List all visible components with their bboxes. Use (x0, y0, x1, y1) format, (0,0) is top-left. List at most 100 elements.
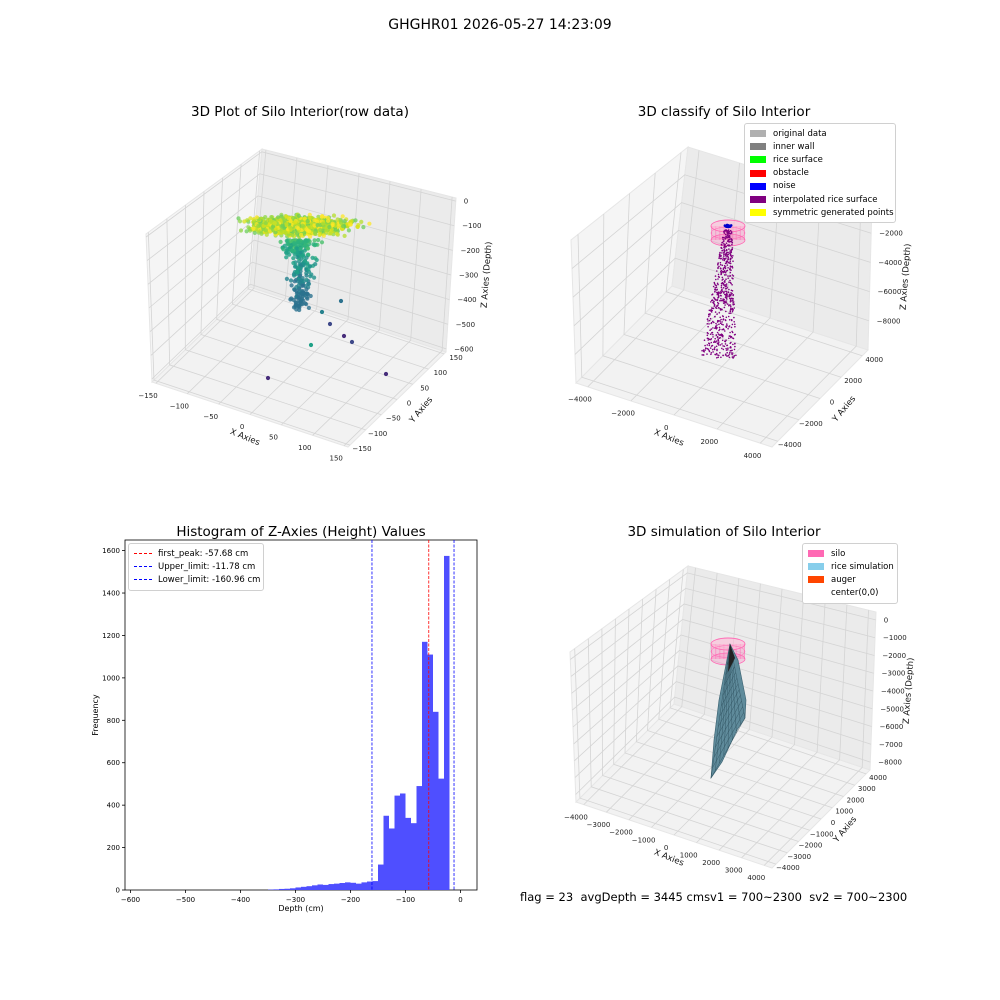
rice-surface-point (711, 348, 714, 351)
data-point (340, 214, 345, 219)
legend-label: first_peak: -57.68 cm (158, 548, 249, 559)
x-tick-label: 0 (664, 844, 668, 852)
rice-surface-point (720, 254, 722, 257)
data-point (284, 251, 289, 256)
y-tick-label: 0 (831, 819, 835, 827)
data-point (315, 222, 320, 228)
data-point (318, 227, 323, 233)
rice-surface-point (718, 354, 720, 357)
data-point (292, 241, 297, 246)
rice-surface-point (734, 342, 736, 345)
y-gridline (577, 234, 778, 442)
data-point (294, 300, 299, 305)
rice-surface-point (724, 296, 727, 299)
x-tick-label: −600 (121, 896, 140, 904)
rice-simulation-surface (710, 643, 747, 780)
rice-surface-point (729, 294, 732, 297)
rice-surface-point (728, 304, 731, 306)
z-tick-label: −8000 (877, 317, 901, 325)
rice-surface-point (712, 336, 714, 338)
rice-surface-point (725, 274, 727, 276)
rice-surface-point (731, 353, 733, 356)
noise-point (723, 224, 727, 227)
y-tick-label: −1000 (810, 830, 834, 838)
rice-surface-point (720, 297, 722, 300)
y-tick-label: 150 (449, 354, 462, 362)
rice-surface-point (720, 291, 723, 294)
data-point (367, 221, 372, 226)
data-point (341, 224, 346, 229)
rice-surface-point (731, 352, 734, 354)
rice-surface-point (726, 236, 728, 239)
legend-line-sample (134, 553, 152, 555)
rice-surface-point (701, 354, 703, 356)
data-point (291, 260, 296, 266)
data-point (288, 225, 293, 230)
y-gridline (647, 589, 844, 797)
y-axis-label: Y Axies (407, 395, 435, 426)
rice-surface-point (714, 284, 717, 286)
rice-surface-point (734, 325, 736, 328)
z-gridline (574, 665, 872, 762)
rice-surface-point (715, 322, 717, 325)
rice-surface-point (726, 323, 728, 325)
y-tick-label: −2000 (799, 842, 823, 850)
rice-surface-point (704, 344, 706, 347)
rice-surface-point (728, 319, 731, 321)
data-point (248, 228, 253, 233)
rice-surface-point (730, 231, 733, 233)
data-point (264, 232, 269, 237)
data-point (306, 267, 311, 272)
x-tick-label: −150 (138, 392, 157, 400)
legend-swatch (808, 576, 824, 584)
rice-surface-point (721, 315, 724, 317)
rice-surface-point (725, 290, 728, 293)
rice-surface-point (721, 241, 723, 244)
rice-surface-point (728, 295, 730, 298)
y-gridline (231, 164, 429, 370)
rice-surface-point (732, 260, 734, 263)
rice-surface-point (731, 277, 733, 279)
rice-surface-point (730, 289, 733, 292)
auger (728, 644, 735, 672)
data-point (304, 277, 309, 282)
histogram-bar (427, 654, 433, 890)
rice-surface-point (714, 315, 716, 318)
z-gridline (151, 283, 447, 380)
y-gridline (587, 638, 788, 854)
data-point (284, 255, 289, 260)
y-gridline (166, 218, 366, 431)
x-gridline (281, 181, 391, 426)
z-gridline (573, 229, 870, 327)
y-tick-label: 200 (107, 844, 120, 852)
y-tick-label: 4000 (869, 774, 887, 782)
data-point (353, 218, 358, 223)
rice-surface-point (728, 294, 731, 297)
z-axis-label: Z Axies (Depth) (899, 243, 914, 310)
rice-surface-point (709, 329, 711, 332)
rice-surface-point (726, 255, 729, 258)
rice-surface-point (731, 284, 733, 286)
rice-surface-point (731, 300, 733, 302)
data-point (298, 246, 303, 251)
legend-label: rice surface (773, 154, 823, 165)
data-point (305, 219, 310, 224)
rice-surface-point (729, 240, 731, 243)
rice-surface-point (725, 316, 728, 319)
rice-surface-point (730, 352, 733, 354)
legend-swatch (750, 169, 766, 177)
rice-surface-point (727, 349, 729, 351)
z-tick-label: −4000 (881, 688, 905, 696)
rice-surface-point (727, 347, 729, 350)
y-tick-label: 1000 (102, 674, 120, 682)
rice-surface-point (730, 257, 732, 260)
z-tick-label: −400 (457, 296, 476, 304)
rice-surface-point (714, 291, 716, 293)
y-tick-label: 0 (407, 400, 411, 408)
rice-surface-point (710, 352, 713, 354)
rice-surface-point (718, 312, 721, 314)
rice-surface-point (715, 306, 717, 309)
data-point (246, 225, 251, 230)
data-point (299, 297, 304, 303)
rice-surface-point (723, 232, 726, 234)
